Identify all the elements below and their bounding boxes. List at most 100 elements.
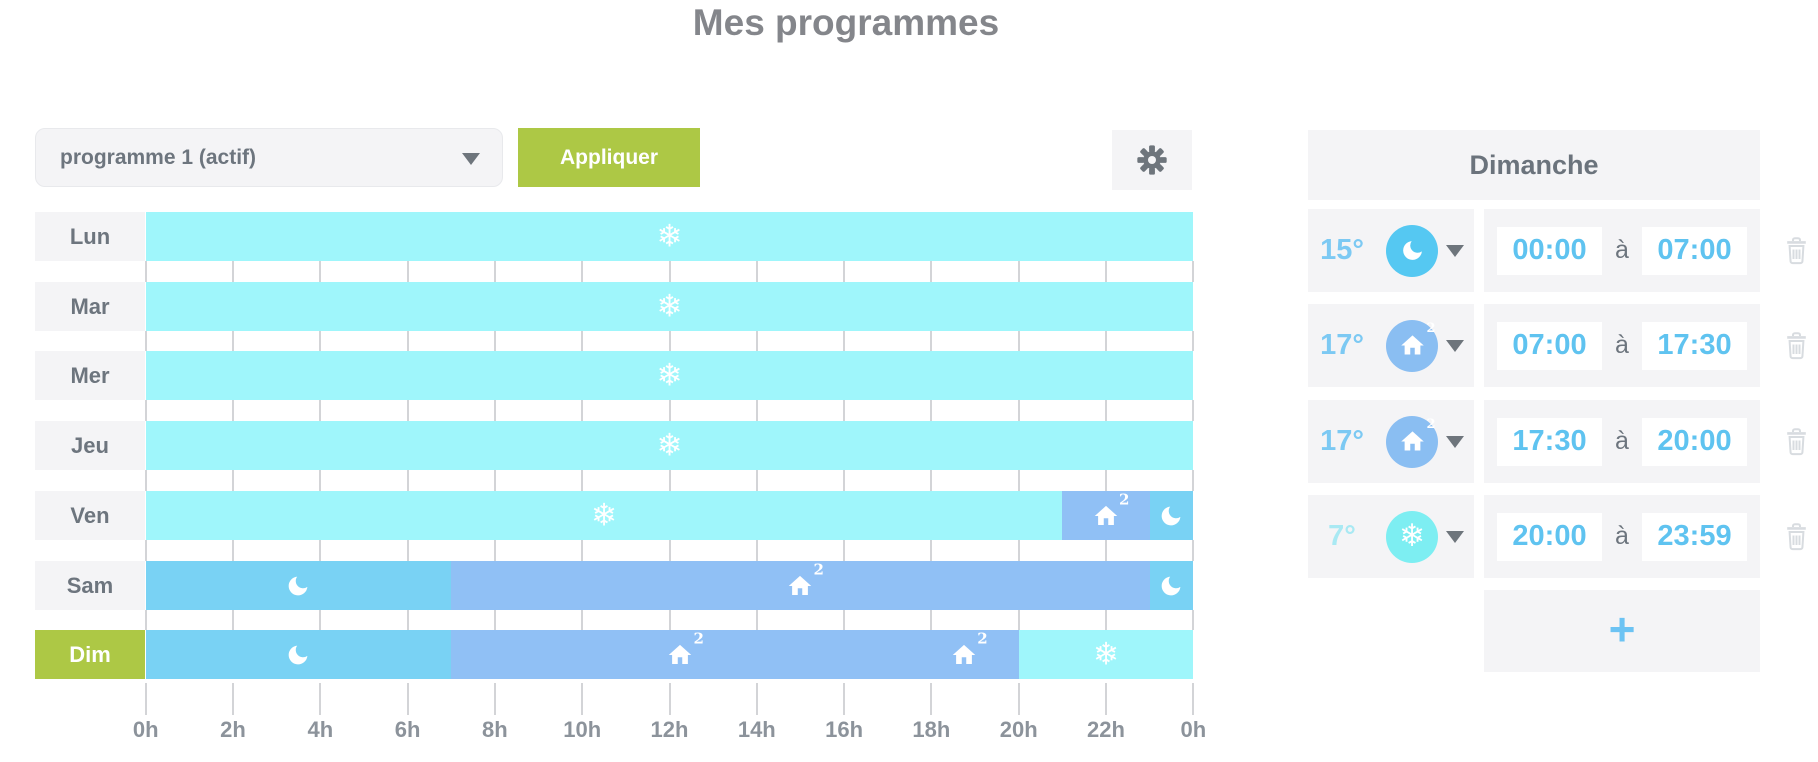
bar-icon-anchor: [286, 573, 311, 598]
day-label-dim[interactable]: Dim: [35, 630, 145, 679]
axis-label: 8h: [482, 717, 508, 742]
schedule-segment[interactable]: [145, 351, 1194, 400]
gridline: [1017, 540, 1020, 561]
gridline: [755, 610, 758, 630]
gridline: [406, 540, 409, 561]
gridline: [930, 683, 933, 715]
gridline: [1017, 331, 1020, 351]
delete-row-button[interactable]: [1784, 400, 1808, 483]
day-label-mar[interactable]: Mar: [35, 282, 145, 331]
time-to-input[interactable]: 20:00: [1642, 417, 1747, 466]
chevron-down-icon: [1446, 436, 1464, 448]
snowflake-icon: ❄: [1399, 518, 1425, 554]
time-from-input[interactable]: 20:00: [1497, 512, 1602, 561]
bar-icon-anchor: ❄: [1093, 639, 1119, 670]
gridline: [406, 610, 409, 630]
chevron-down-icon: [462, 153, 480, 165]
gridline: [1192, 683, 1195, 715]
gridline: [581, 331, 584, 351]
mode-select[interactable]: 2: [1386, 400, 1468, 483]
schedule-segment[interactable]: [145, 630, 452, 679]
gridline: [319, 683, 322, 715]
temperature-value: 17°: [1320, 329, 1364, 361]
gridline: [930, 261, 933, 282]
gridline: [930, 470, 933, 491]
gridline: [1105, 470, 1107, 491]
schedule-segment[interactable]: [145, 421, 1194, 470]
day-label-mer[interactable]: Mer: [35, 351, 145, 400]
settings-button[interactable]: [1112, 130, 1192, 190]
time-to-input[interactable]: 17:30: [1642, 321, 1747, 370]
gridline: [843, 610, 846, 630]
add-period-button[interactable]: +: [1484, 590, 1760, 672]
gridline: [319, 400, 322, 421]
mode-select[interactable]: [1386, 209, 1468, 292]
day-label-jeu[interactable]: Jeu: [35, 421, 145, 470]
day-label-lun[interactable]: Lun: [35, 212, 145, 261]
time-to-input[interactable]: 23:59: [1642, 512, 1747, 561]
gridline: [581, 610, 584, 630]
gridline: [1105, 400, 1107, 421]
time-from-input[interactable]: 00:00: [1497, 226, 1602, 275]
schedule-segment[interactable]: [145, 561, 452, 610]
gridline: [668, 470, 671, 491]
gridline: [668, 683, 671, 715]
delete-row-button[interactable]: [1784, 209, 1808, 292]
gridline: [406, 331, 409, 351]
trash-icon: [1786, 522, 1807, 551]
snowflake-icon: ❄: [656, 357, 683, 393]
gridline: [1017, 400, 1020, 421]
day-label-sam[interactable]: Sam: [35, 561, 145, 610]
time-range-box: 07:00 à 17:30: [1484, 304, 1760, 387]
delete-row-button[interactable]: [1784, 495, 1808, 578]
time-to-input[interactable]: 07:00: [1642, 226, 1747, 275]
time-from-input[interactable]: 17:30: [1497, 417, 1602, 466]
bar-icon-anchor: ❄: [656, 221, 682, 252]
moon-icon: [1159, 576, 1184, 602]
gridline: [319, 540, 322, 561]
gridline: [843, 331, 846, 351]
schedule-segment[interactable]: [1018, 630, 1194, 679]
mode-select[interactable]: ❄: [1386, 495, 1468, 578]
schedule-segment[interactable]: [145, 282, 1194, 331]
apply-button[interactable]: Appliquer: [518, 128, 700, 187]
bar-icon-anchor: 2: [787, 562, 824, 599]
axis-label: 12h: [650, 717, 689, 742]
time-from-input[interactable]: 07:00: [1497, 321, 1602, 370]
gridline: [930, 331, 933, 351]
setpoint-mode-box: 7° ❄: [1308, 495, 1474, 578]
program-select[interactable]: programme 1 (actif): [35, 128, 503, 187]
home2-icon: 2: [951, 631, 988, 668]
delete-row-button[interactable]: [1784, 304, 1808, 387]
gridline: [755, 470, 758, 491]
setpoint-mode-box: 17° 2: [1308, 400, 1474, 483]
gridline: [493, 683, 496, 715]
schedule-segment[interactable]: [451, 630, 1019, 679]
time-separator: à: [1615, 522, 1629, 550]
axis-label: 14h: [737, 717, 776, 742]
schedule-segment[interactable]: [145, 491, 1063, 540]
gridline: [406, 400, 409, 421]
gridline: [493, 540, 496, 561]
schedule-segment[interactable]: [145, 212, 1194, 261]
schedule-segment[interactable]: [1149, 561, 1194, 610]
bar-icon-anchor: ❄: [656, 360, 682, 391]
day-label-ven[interactable]: Ven: [35, 491, 145, 540]
gridline: [319, 261, 322, 282]
gridline: [930, 540, 933, 561]
schedule-bar: ❄: [145, 282, 1194, 331]
mode-select[interactable]: 2: [1386, 304, 1468, 387]
gridline: [232, 331, 234, 351]
gridline: [1105, 683, 1107, 715]
snowflake-icon: ❄: [656, 218, 683, 254]
temperature-value: 17°: [1320, 425, 1364, 457]
bar-icon-anchor: [1159, 573, 1184, 598]
gridline: [1105, 331, 1107, 351]
home2-superscript: 2: [1119, 490, 1130, 508]
time-range-box: 00:00 à 07:00: [1484, 209, 1760, 292]
gridline: [144, 470, 147, 491]
gridline: [1192, 261, 1195, 282]
gridline: [1017, 261, 1020, 282]
schedule-segment[interactable]: [1149, 491, 1194, 540]
